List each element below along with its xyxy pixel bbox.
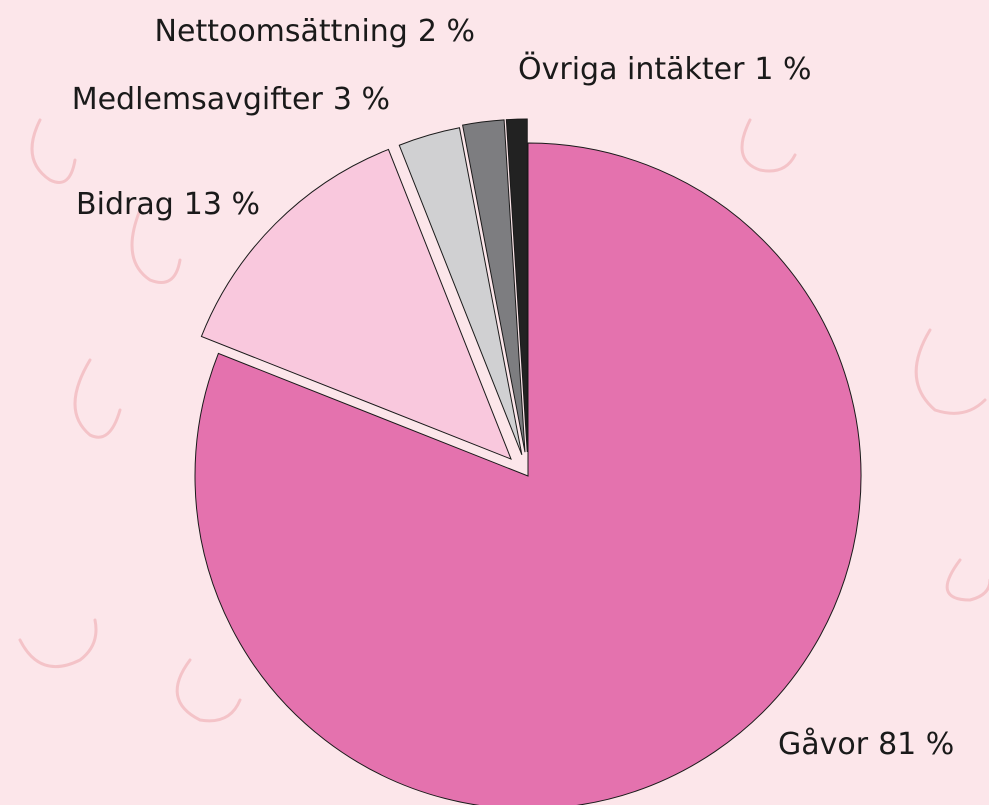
doodle: [742, 120, 795, 171]
value-label: 1 %: [754, 52, 811, 87]
category-label: Övriga intäkter: [518, 51, 745, 87]
value-label: 81 %: [878, 727, 954, 762]
category-label: Nettoomsättning: [155, 14, 408, 49]
slice-label: Medlemsavgifter 3 %: [72, 82, 390, 117]
doodle: [916, 330, 985, 413]
value-label: 2 %: [418, 14, 475, 49]
doodle: [32, 120, 75, 183]
category-label: Bidrag: [76, 187, 174, 222]
slice-label: Övriga intäkter 1 %: [518, 51, 812, 87]
category-label: Medlemsavgifter: [72, 82, 324, 117]
doodle: [75, 360, 120, 437]
chart: Gåvor 81 % Bidrag 13 % Medlemsavgifter 3 % Net…: [0, 0, 989, 805]
category-label: Gåvor: [778, 727, 869, 762]
slices: [195, 119, 861, 805]
value-label: 13 %: [184, 187, 260, 222]
doodle: [20, 620, 96, 667]
slice-label: Bidrag 13 %: [76, 187, 260, 222]
page: {"chart_data": {"type": "pie", "categori…: [0, 0, 989, 805]
doodle: [947, 560, 989, 600]
value-label: 3 %: [333, 82, 390, 117]
doodle: [177, 660, 240, 721]
slice-label: Gåvor 81 %: [778, 727, 954, 762]
slice-label: Nettoomsättning 2 %: [155, 14, 475, 49]
